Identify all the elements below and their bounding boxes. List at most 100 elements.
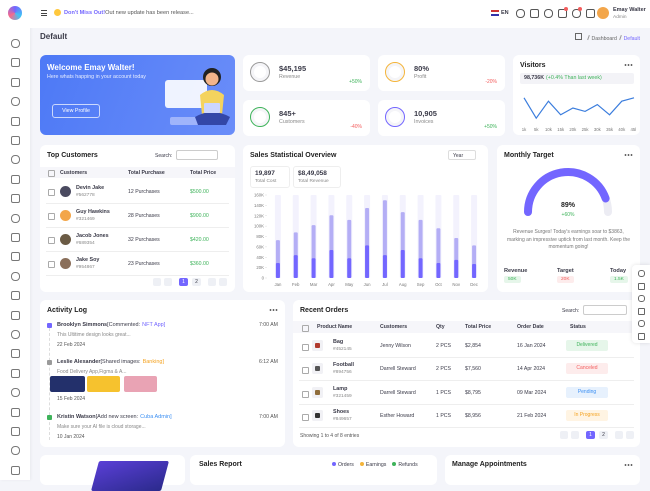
- nav-icon[interactable]: [11, 330, 20, 339]
- nav-icon[interactable]: [11, 116, 20, 126]
- nav-icon[interactable]: [11, 213, 20, 223]
- nav-icon[interactable]: [11, 155, 20, 165]
- activity-heading: Leslie Alexander[Shared images: Banking]: [57, 359, 164, 365]
- nav-icon[interactable]: [11, 136, 20, 145]
- nav-icon[interactable]: [11, 446, 20, 456]
- card-title: Manage Appointments: [452, 461, 527, 468]
- view-profile-button[interactable]: View Profile: [52, 104, 100, 118]
- summary-value: 98,736K: [524, 75, 545, 81]
- menu-line: [41, 12, 47, 14]
- column-header: Order Date: [517, 324, 544, 330]
- bar: [418, 258, 423, 278]
- nav-icon[interactable]: [11, 233, 20, 242]
- nav-icon[interactable]: [11, 349, 20, 359]
- activity-heading: Kristin Watson[Add new screen: Cuba Admin…: [57, 414, 172, 420]
- page-button[interactable]: 1: [586, 431, 595, 439]
- toolbar-icon[interactable]: [638, 307, 645, 315]
- top-icon[interactable]: [544, 9, 553, 18]
- page-button[interactable]: 2: [599, 431, 608, 439]
- gauge-label: 89%: [561, 202, 576, 209]
- top-icon[interactable]: [516, 9, 525, 18]
- page-button[interactable]: 1: [179, 278, 188, 286]
- stat-icon: [250, 62, 270, 82]
- activity-date: 15 Feb 2024: [57, 396, 86, 402]
- nav-icon[interactable]: [11, 194, 20, 204]
- gauge-value: [524, 168, 610, 216]
- more-icon: [624, 154, 633, 156]
- nav-icon[interactable]: [11, 407, 20, 417]
- nav-icon[interactable]: [11, 388, 20, 398]
- page-title: Default: [40, 32, 68, 41]
- page-button[interactable]: 2: [192, 278, 201, 286]
- welcome-title: Welcome Emay Walter!: [47, 63, 135, 72]
- sales-report-card: Sales Report Orders Earnings Refunds: [190, 455, 437, 485]
- language: EN: [501, 10, 509, 16]
- monthly-target-card: Monthly Target 89% +60% Revenue Surges! Tod…: [497, 145, 640, 292]
- timeline-marker: [47, 323, 52, 328]
- nav-icon[interactable]: [11, 310, 20, 320]
- screen: [165, 80, 207, 108]
- x-tick-label: Feb: [292, 282, 300, 287]
- page-prev: [153, 278, 161, 286]
- stat-card: $45,195 Revenue +50%: [243, 55, 370, 91]
- x-tick-label: Dec: [470, 282, 478, 287]
- card-title: Sales Statistical Overview: [250, 152, 337, 159]
- user-name: Emay Walter: [613, 7, 646, 13]
- toolbar-icon[interactable]: [638, 320, 645, 327]
- search-input[interactable]: [176, 150, 218, 160]
- nav-icon[interactable]: [11, 58, 20, 68]
- x-tick-label: May: [345, 282, 354, 287]
- y-tick-label: 160K: [254, 193, 264, 198]
- toolbar-icon[interactable]: [638, 295, 645, 302]
- nav-icon[interactable]: [11, 271, 20, 281]
- top-icon[interactable]: [572, 9, 581, 18]
- nav-icon[interactable]: [11, 97, 20, 107]
- toolbar-icon[interactable]: [638, 270, 645, 277]
- x-tick-label: 15k: [557, 127, 565, 132]
- toolbar-icon[interactable]: [638, 332, 645, 340]
- bar: [382, 255, 387, 278]
- activity-text: Make sure your AI file is cloud storage.…: [57, 424, 146, 430]
- nav-icon[interactable]: [11, 252, 20, 262]
- top-icon[interactable]: [586, 9, 595, 18]
- activity-name: Leslie Alexander: [57, 359, 101, 365]
- product-image: [312, 386, 323, 398]
- checkbox: [48, 237, 55, 244]
- y-tick-label: 0: [262, 276, 265, 281]
- order-date: 09 Mar 2024: [517, 389, 547, 396]
- nav-icon[interactable]: [11, 465, 20, 475]
- top-icon[interactable]: [530, 9, 539, 18]
- separator: [619, 35, 622, 40]
- nav-icon[interactable]: [11, 39, 20, 48]
- nav-icon[interactable]: [11, 368, 20, 378]
- product-id: #452145: [333, 347, 352, 352]
- product-image: [312, 340, 323, 351]
- nav-icon[interactable]: [11, 291, 20, 301]
- bar: [275, 262, 280, 278]
- announce-icon: [54, 9, 61, 16]
- product-id: #849657: [333, 416, 352, 422]
- checkbox: [48, 170, 55, 177]
- x-tick-label: Apr: [328, 282, 335, 287]
- chart-svg: 89% +60%: [524, 168, 612, 218]
- top-icon[interactable]: [558, 9, 567, 18]
- timeline-marker: [47, 415, 52, 420]
- gauge-change: +60%: [562, 212, 575, 218]
- illustration-card: [40, 455, 185, 491]
- stat-icon: [385, 107, 405, 127]
- welcome-text: Here whats happing in your account today: [47, 74, 146, 80]
- nav-icon[interactable]: [11, 77, 20, 87]
- nav-icon[interactable]: [11, 174, 20, 184]
- column-header: Product Name: [317, 324, 353, 330]
- legend-label: Earnings: [365, 462, 387, 468]
- table-header: [293, 321, 640, 333]
- activity-text: Food Delivery App,Figma & A...: [57, 369, 127, 375]
- toolbar-icon[interactable]: [638, 282, 645, 290]
- year-select[interactable]: Year: [448, 150, 476, 160]
- nav-icon[interactable]: [11, 427, 20, 436]
- search-input[interactable]: [583, 305, 627, 315]
- customer: Darrell Steward: [380, 389, 416, 396]
- row-divider: [299, 426, 634, 428]
- bar: [365, 245, 370, 278]
- status-badge: Pending: [566, 386, 608, 398]
